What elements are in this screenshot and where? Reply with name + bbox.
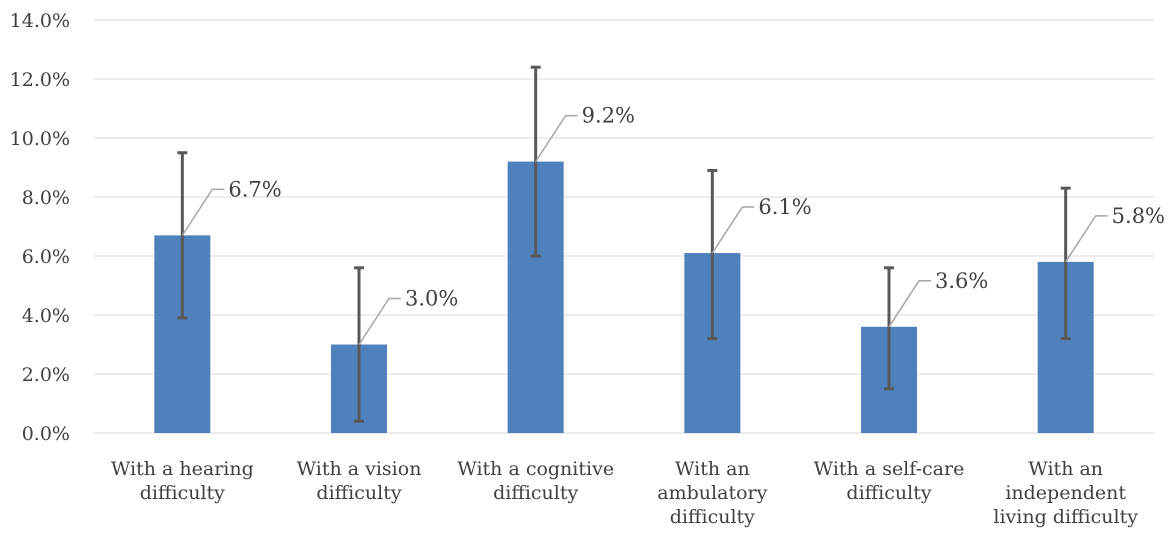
x-tick-label: With an — [1028, 458, 1103, 480]
x-tick-label: difficulty — [846, 482, 931, 504]
data-label: 5.8% — [1112, 204, 1165, 228]
y-tick-label: 12.0% — [10, 69, 70, 91]
data-label: 3.6% — [935, 269, 988, 293]
data-label-leader-line — [712, 207, 754, 253]
x-tick-label: difficulty — [670, 506, 755, 528]
y-tick-label: 14.0% — [10, 10, 70, 32]
data-label: 6.7% — [228, 177, 281, 201]
y-tick-label: 2.0% — [22, 364, 70, 386]
y-tick-label: 10.0% — [10, 128, 70, 150]
data-label: 9.2% — [582, 104, 635, 128]
x-tick-label: ambulatory — [657, 482, 767, 504]
data-label-leader-line — [1066, 216, 1108, 262]
data-label-leader-line — [182, 189, 224, 235]
x-tick-label: difficulty — [316, 482, 401, 504]
x-tick-label: independent — [1005, 482, 1126, 504]
data-label: 3.0% — [405, 287, 458, 311]
x-tick-label: difficulty — [493, 482, 578, 504]
y-tick-label: 6.0% — [22, 246, 70, 268]
y-tick-label: 0.0% — [22, 423, 70, 445]
x-tick-label: With a vision — [297, 458, 422, 480]
x-tick-label: With a hearing — [111, 458, 254, 480]
data-label-leader-line — [536, 116, 578, 162]
data-label: 6.1% — [758, 195, 811, 219]
data-label-leader-line — [889, 281, 931, 327]
x-tick-label: With an — [675, 458, 750, 480]
x-tick-label: living difficulty — [993, 506, 1138, 528]
y-tick-label: 4.0% — [22, 305, 70, 327]
x-tick-label: With a self-care — [814, 458, 965, 480]
data-label-leader-line — [359, 299, 401, 345]
x-tick-label: difficulty — [140, 482, 225, 504]
x-tick-label: With a cognitive — [457, 458, 614, 480]
y-tick-label: 8.0% — [22, 187, 70, 209]
